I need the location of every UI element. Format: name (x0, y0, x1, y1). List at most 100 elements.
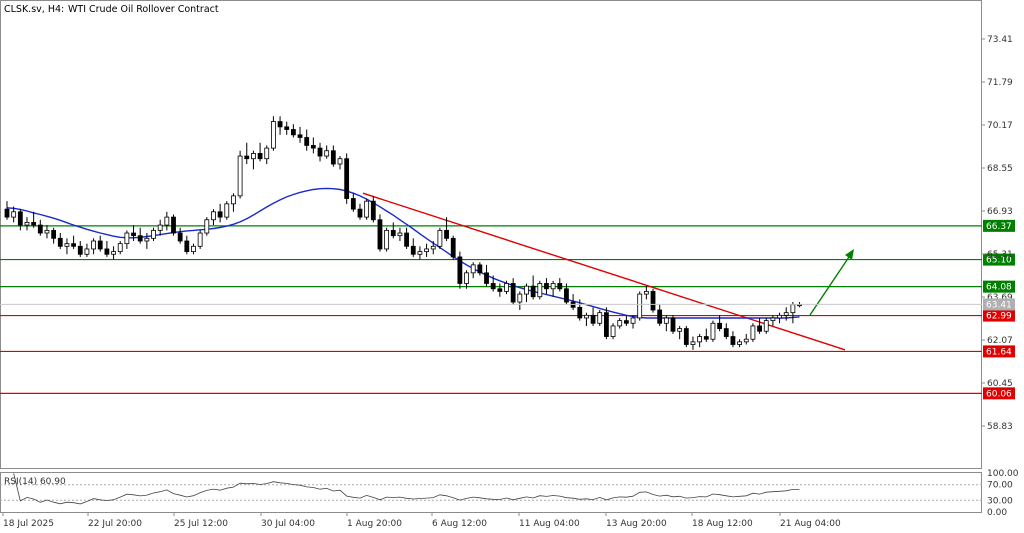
candle (390, 222, 396, 239)
candle-body (257, 153, 263, 160)
candle (217, 203, 223, 223)
support-level-badge (983, 309, 1015, 322)
candle-body (510, 283, 516, 303)
candle (750, 323, 756, 342)
candle-body (217, 211, 223, 218)
resistance-level-label: 65.10 (986, 256, 1012, 266)
candle (24, 217, 30, 231)
candle (64, 238, 70, 255)
candle-body (670, 317, 676, 332)
candle (677, 325, 683, 340)
candle-body (144, 237, 150, 242)
x-tick-label: 18 Jul 2025 (3, 519, 54, 529)
candle-body (557, 283, 563, 290)
y-tick-label: 66.93 (987, 207, 1013, 217)
candle (71, 235, 76, 249)
rsi-pane (0, 472, 982, 513)
candle (364, 198, 370, 220)
candle (464, 270, 469, 289)
candle (231, 193, 236, 212)
candle (290, 124, 296, 138)
candle (710, 320, 716, 342)
candle (377, 214, 383, 252)
candle (310, 137, 316, 154)
candle (630, 315, 636, 329)
candle-body (44, 229, 50, 234)
candle-body (404, 232, 410, 247)
candle-body (697, 336, 703, 343)
candle (410, 238, 416, 257)
candle (197, 230, 203, 249)
y-tick-label: 68.55 (987, 164, 1013, 174)
support-level-label: 60.06 (986, 389, 1012, 399)
candle (557, 278, 563, 292)
candle (97, 235, 103, 252)
y-tick-label: 62.07 (987, 336, 1013, 346)
candle (517, 291, 523, 311)
candle (417, 246, 423, 260)
candle-body (117, 243, 123, 253)
candle-body (623, 320, 629, 324)
candle (723, 323, 729, 340)
candle (317, 142, 323, 162)
candle (544, 278, 549, 295)
candle-body (91, 240, 96, 250)
candle (577, 299, 583, 321)
candle (297, 126, 303, 143)
candle-body (131, 232, 136, 237)
rsi-line (13, 473, 800, 505)
support-level-label: 62.99 (986, 312, 1012, 322)
candle (743, 333, 749, 345)
candle-body (630, 317, 636, 324)
candle-body (690, 341, 696, 345)
candle (11, 206, 17, 223)
candle (697, 333, 703, 348)
candle-body (484, 272, 489, 284)
candle (177, 227, 183, 244)
candle-body (410, 245, 416, 255)
candle (324, 145, 330, 159)
candle-body (191, 245, 196, 253)
candle-body (317, 147, 323, 157)
resistance-level-label: 66.37 (986, 222, 1012, 232)
candle-body (497, 288, 503, 292)
x-tick-label: 22 Jul 20:00 (88, 519, 142, 529)
candle-body (357, 208, 363, 218)
candle-body (737, 341, 742, 345)
candle (44, 225, 50, 239)
candle (604, 307, 609, 340)
candle (424, 243, 429, 257)
candle-body (550, 283, 556, 290)
candle-body (517, 293, 523, 303)
candle (57, 233, 63, 249)
candle (783, 307, 789, 321)
candle (404, 227, 410, 249)
candle-body (77, 245, 83, 255)
candle (584, 312, 589, 326)
candle-body (723, 328, 729, 337)
rsi-tick-label: 70.00 (987, 481, 1013, 491)
candle-body (617, 320, 623, 327)
candle (670, 315, 676, 334)
candle-body (290, 129, 296, 136)
candle (683, 325, 689, 348)
candle-body (770, 317, 776, 322)
y-tick-label: 63.69 (987, 293, 1013, 303)
candle (157, 219, 163, 236)
candle (144, 233, 150, 249)
candle (257, 142, 263, 162)
candle (237, 150, 243, 199)
candle (690, 336, 696, 350)
candle-body (24, 222, 30, 226)
x-tick-label: 25 Jul 12:00 (174, 519, 228, 529)
candle-body (464, 272, 469, 284)
symbol-label: CLSK.sv, H4: (4, 4, 64, 15)
candle-body (171, 216, 176, 234)
candle-body (344, 158, 350, 199)
candle-body (84, 248, 90, 255)
candle (151, 227, 156, 241)
candle (337, 156, 343, 170)
candle (457, 251, 463, 289)
rsi-tick-label: 100.00 (987, 469, 1019, 479)
candle (330, 145, 336, 167)
